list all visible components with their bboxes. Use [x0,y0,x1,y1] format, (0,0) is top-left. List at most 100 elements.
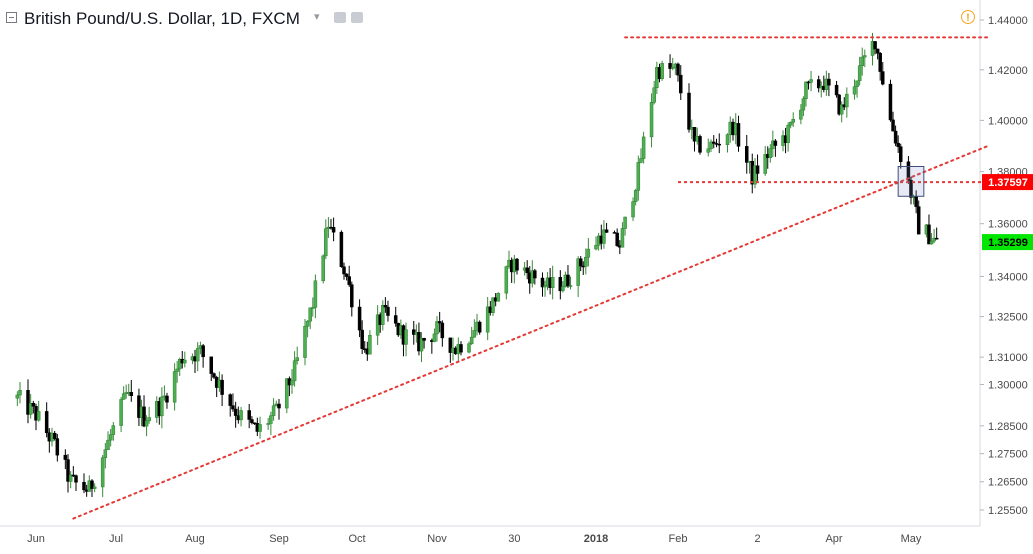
candle-body [339,231,344,268]
x-tick-label: Oct [348,533,365,545]
candle-body [147,417,151,422]
candle-body [381,305,385,325]
gear-icon[interactable] [351,12,363,23]
candle-body [558,277,563,292]
candle-body [342,266,346,275]
candle-body [160,396,164,417]
candle-body [295,357,299,361]
candle-body [15,394,20,399]
candle-body [142,406,146,427]
candle-body [620,228,625,248]
breakdown-box[interactable] [897,165,925,197]
candle-body [896,142,900,147]
candle-body [636,162,641,191]
candle-body [909,179,913,198]
alert-icon[interactable]: ! [961,10,975,24]
candle-body [561,286,565,292]
candle-body [422,338,426,341]
candle-body [485,306,490,333]
x-tick-label: May [901,533,922,545]
candle-body [676,63,680,76]
y-tick-label: 1.31000 [988,352,1028,364]
candle-body [177,358,182,370]
candle-body [239,410,243,421]
candle-body [525,267,529,274]
candle-body [195,348,200,362]
candle-body [641,136,646,159]
resistance-level-badge [982,174,1033,191]
candle-body [649,102,654,138]
candle-body [753,165,757,185]
y-tick-label: 1.40000 [988,115,1028,127]
candle-body [119,399,123,426]
candle-body [540,277,545,288]
candle-body [308,307,312,322]
candle-body [324,228,328,257]
candle-body [212,373,216,378]
chevron-down-icon[interactable]: ▾ [314,11,320,23]
candle-body [165,395,169,403]
candle-body [419,338,424,352]
candle-body [584,256,588,267]
candle-body [347,276,351,285]
candle-body [290,380,294,386]
rising-trendline-line[interactable] [72,144,989,520]
candle-body [258,424,262,432]
x-tick-label: Jul [109,533,123,545]
candle-body [277,403,281,409]
candle-body [604,229,609,233]
candle-body [799,109,803,120]
candle-body [934,237,939,240]
candle-body [852,86,857,95]
candle-body [839,104,844,115]
eye-icon[interactable] [334,12,346,23]
candle-body [791,118,795,123]
candle-body [386,306,390,316]
candle-body [687,92,691,130]
candle-body [602,229,606,244]
candle-body [712,141,716,144]
collapse-icon[interactable] [6,12,17,23]
candle-body [515,258,519,271]
candle-body [639,158,643,163]
candle-body [344,273,349,277]
candle-body [469,336,474,344]
candle-body [916,206,921,235]
candle-body [74,475,78,483]
candle-body [857,65,862,82]
candle-body [594,245,598,250]
x-tick-label: Nov [427,533,447,545]
candle-body [863,55,867,58]
candle-body [736,123,741,147]
candle-body [44,411,49,434]
x-tick-label: Sep [269,533,289,545]
candle-body [172,371,177,403]
candle-body [435,321,439,335]
candle-body [66,459,70,482]
candle-body [175,368,179,372]
candle-body [440,322,445,339]
candle-body [111,425,116,435]
candle-body [100,457,105,488]
candle-body [898,146,903,162]
x-tick-label: 30 [508,533,520,545]
candle-body [393,315,398,324]
candle-body [745,146,749,163]
y-tick-label: 1.36000 [988,219,1028,231]
candle-body [311,307,315,309]
y-tick-label: 1.30000 [988,379,1028,391]
candle-body [893,130,898,144]
y-tick-label: 1.44000 [988,15,1028,27]
candle-body [448,337,453,353]
y-tick-label: 1.42000 [988,65,1028,77]
candle-body [36,411,41,421]
candle-body [28,402,33,415]
y-tick-label: 1.27500 [988,449,1028,461]
candle-body [26,390,30,415]
candle-body [321,255,325,282]
candle-body [68,474,73,482]
candle-body [692,126,697,142]
candle-body [383,305,388,308]
candle-body [633,190,638,202]
